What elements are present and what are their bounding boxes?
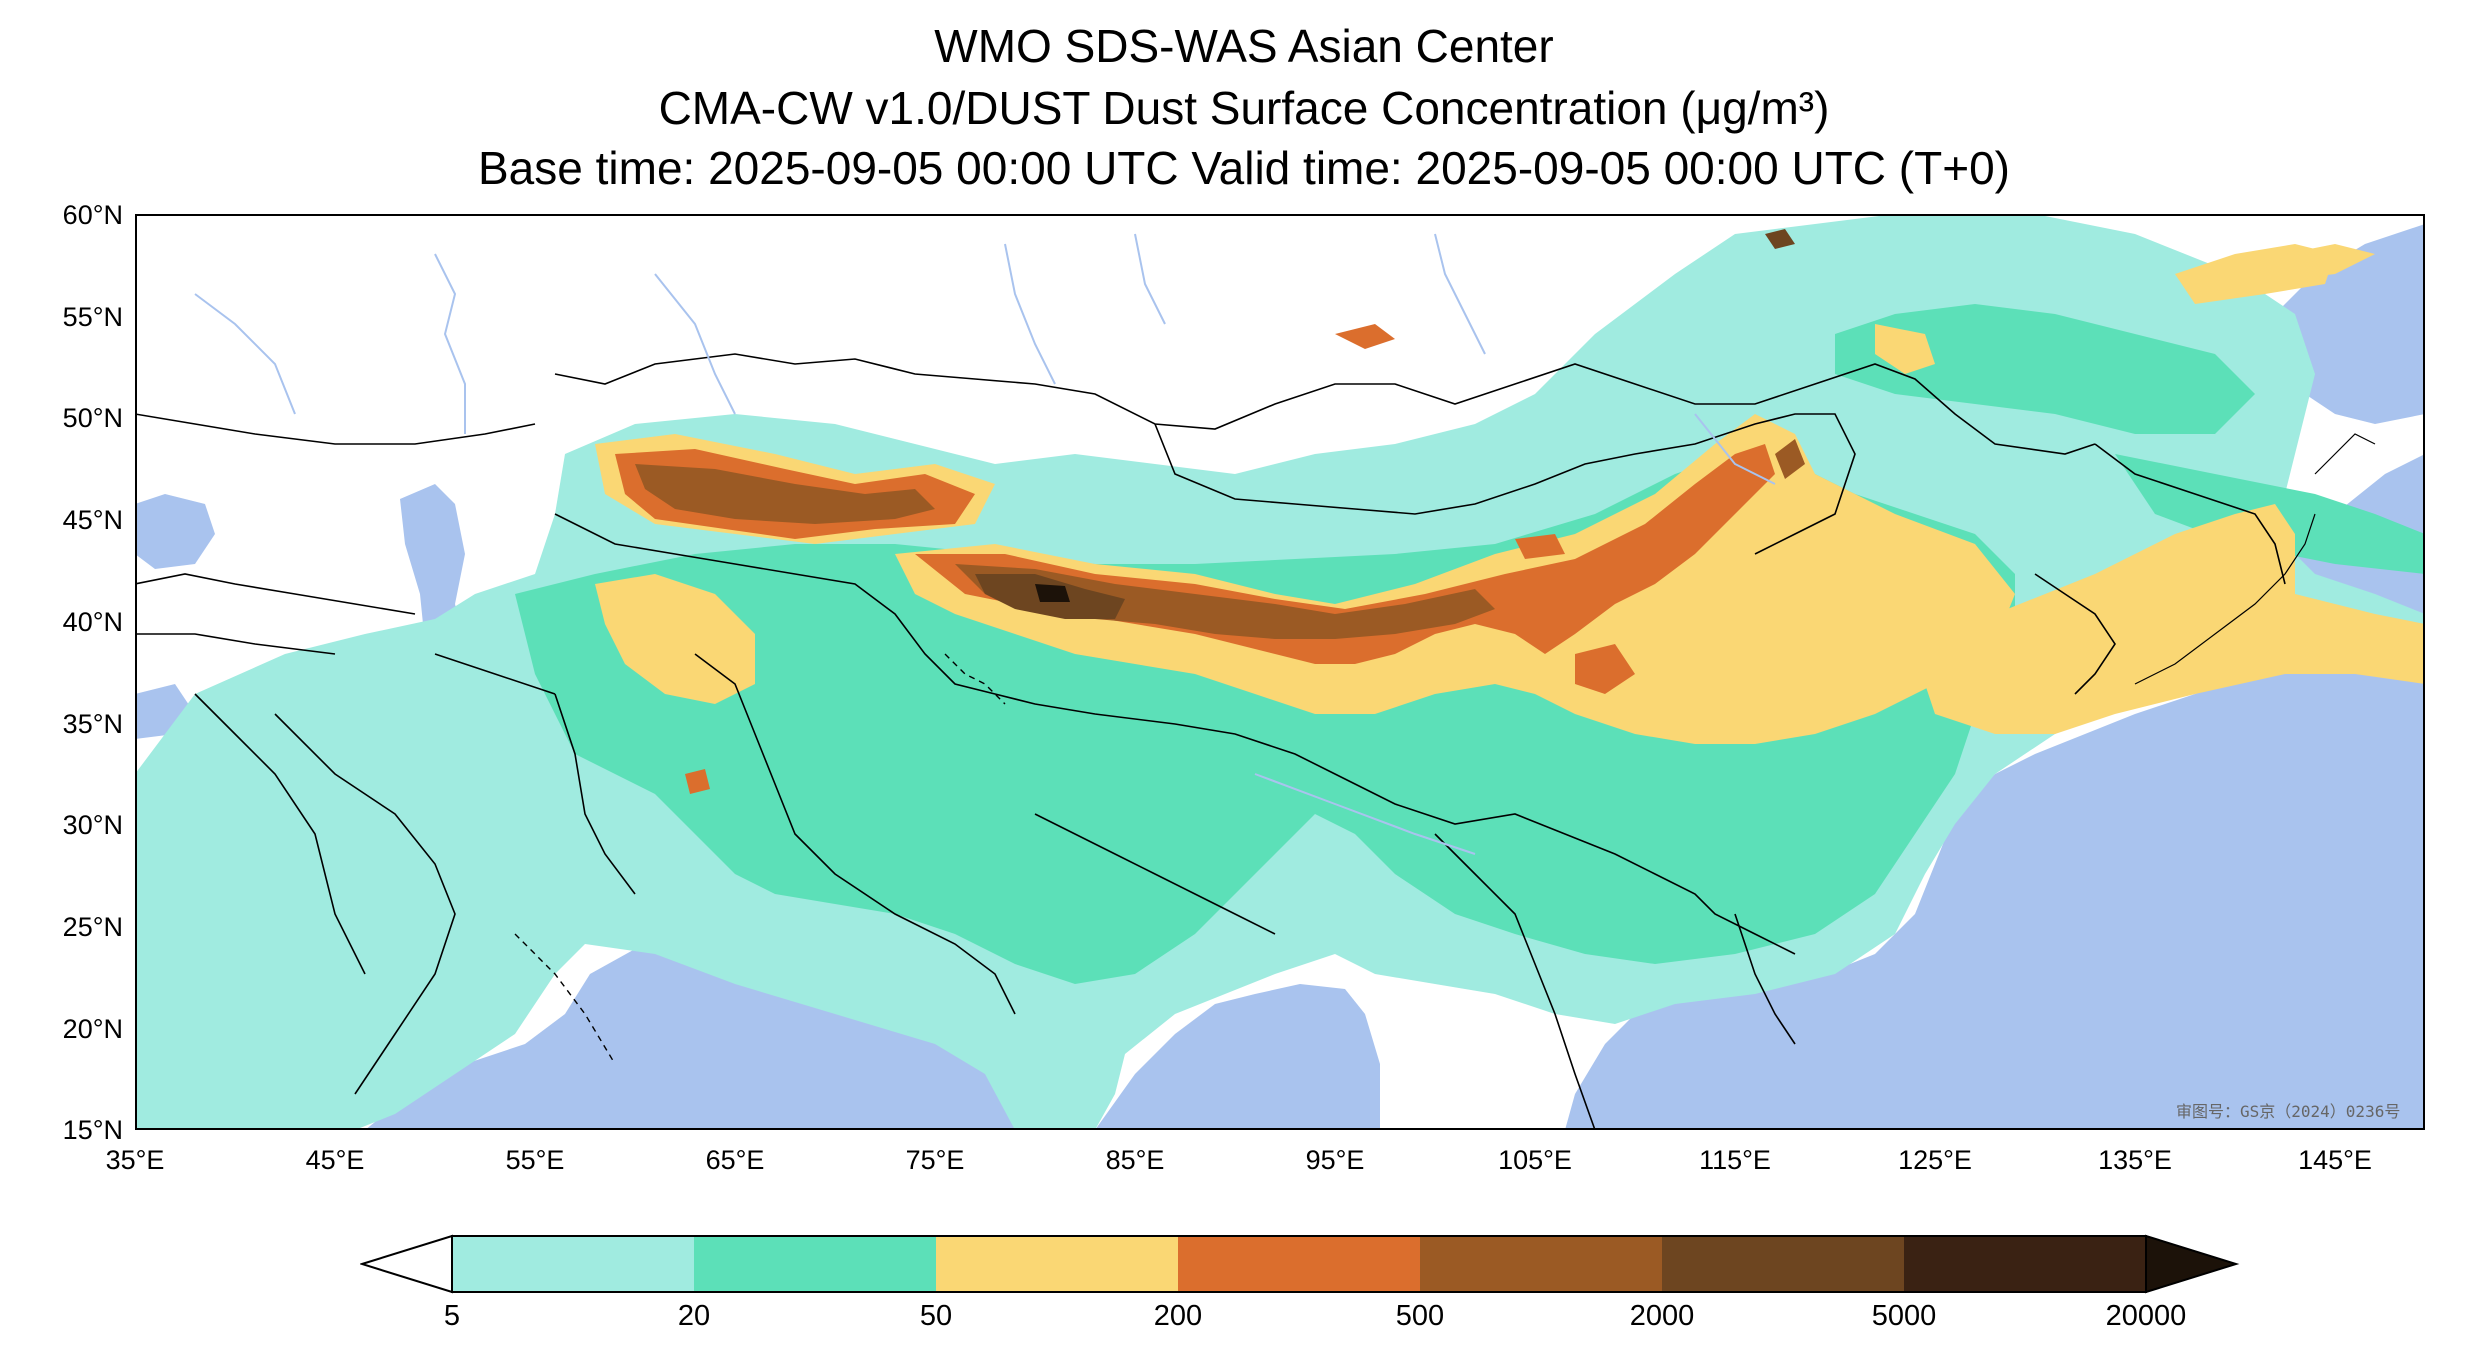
south-china-sea	[1565, 654, 2425, 1130]
colorbar-bin-20-50	[694, 1236, 936, 1292]
lon-tick-75: 75°E	[905, 1145, 965, 1175]
colorbar-label-50: 50	[919, 1300, 953, 1332]
colorbar-label-20: 20	[677, 1300, 711, 1332]
dust-over-20000	[1035, 584, 1070, 602]
japan-coast	[2134, 433, 2376, 685]
dust-500-2000	[635, 439, 1805, 639]
colorbar-bin-500-2000	[1420, 1236, 1662, 1292]
lon-tick-125: 125°E	[1898, 1145, 1972, 1175]
lat-tick-40: 40°N	[62, 607, 123, 637]
lat-tick-30: 30°N	[62, 810, 123, 840]
bay-of-bengal	[1095, 984, 1380, 1130]
lat-tick-25: 25°N	[62, 912, 123, 942]
lon-tick-95: 95°E	[1305, 1145, 1365, 1175]
colorbar-bin-5-20	[452, 1236, 694, 1292]
time-info: Base time: 2025-09-05 00:00 UTC Valid ti…	[478, 142, 2010, 194]
lon-tick-135: 135°E	[2098, 1145, 2172, 1175]
lon-tick-35: 35°E	[105, 1145, 165, 1175]
colorbar-over-arrow	[2145, 1234, 2240, 1294]
colorbar-label-200: 200	[1153, 1300, 1203, 1332]
colorbar-label-20000: 20000	[2105, 1300, 2187, 1332]
lon-tick-65: 65°E	[705, 1145, 765, 1175]
colorbar-bin-200-500	[1178, 1236, 1420, 1292]
lon-tick-45: 45°E	[305, 1145, 365, 1175]
rivers	[194, 233, 1776, 855]
lon-tick-145: 145°E	[2298, 1145, 2372, 1175]
colorbar-label-5000: 5000	[1871, 1300, 1937, 1332]
lat-tick-35: 35°N	[62, 709, 123, 739]
lon-tick-55: 55°E	[505, 1145, 565, 1175]
map-frame	[135, 214, 2425, 1130]
lon-tick-85: 85°E	[1105, 1145, 1165, 1175]
colorbar-frame	[451, 1235, 2147, 1293]
colorbar-bin-5000-20000	[1904, 1236, 2146, 1292]
colorbar-bin-50-200	[936, 1236, 1178, 1292]
black-sea	[135, 494, 215, 569]
colorbar-bin-2000-5000	[1662, 1236, 1904, 1292]
dust-concentration-map	[135, 214, 2425, 1130]
colorbar-under-arrow	[360, 1234, 453, 1294]
colorbar	[360, 1234, 2240, 1294]
disputed-borders	[514, 653, 1006, 1065]
lat-tick-55: 55°N	[62, 302, 123, 332]
colorbar-label-500: 500	[1395, 1300, 1445, 1332]
chart-title: WMO SDS-WAS Asian Center	[934, 20, 1554, 72]
arabian-sea	[365, 949, 1025, 1130]
country-borders	[135, 353, 2286, 1130]
lat-tick-15: 15°N	[62, 1115, 123, 1145]
map-approval-stamp: 审图号：GS京（2024）0236号	[2176, 1102, 2401, 1121]
lat-tick-60: 60°N	[62, 200, 123, 230]
lon-tick-115: 115°E	[1699, 1145, 1771, 1175]
colorbar-label-5: 5	[443, 1300, 461, 1332]
chart-subtitle: CMA-CW v1.0/DUST Dust Surface Concentrat…	[658, 82, 1830, 134]
colorbar-label-2000: 2000	[1629, 1300, 1695, 1332]
lat-tick-20: 20°N	[62, 1014, 123, 1044]
lon-tick-105: 105°E	[1498, 1145, 1572, 1175]
lat-tick-45: 45°N	[62, 505, 123, 535]
lat-tick-50: 50°N	[62, 403, 123, 433]
